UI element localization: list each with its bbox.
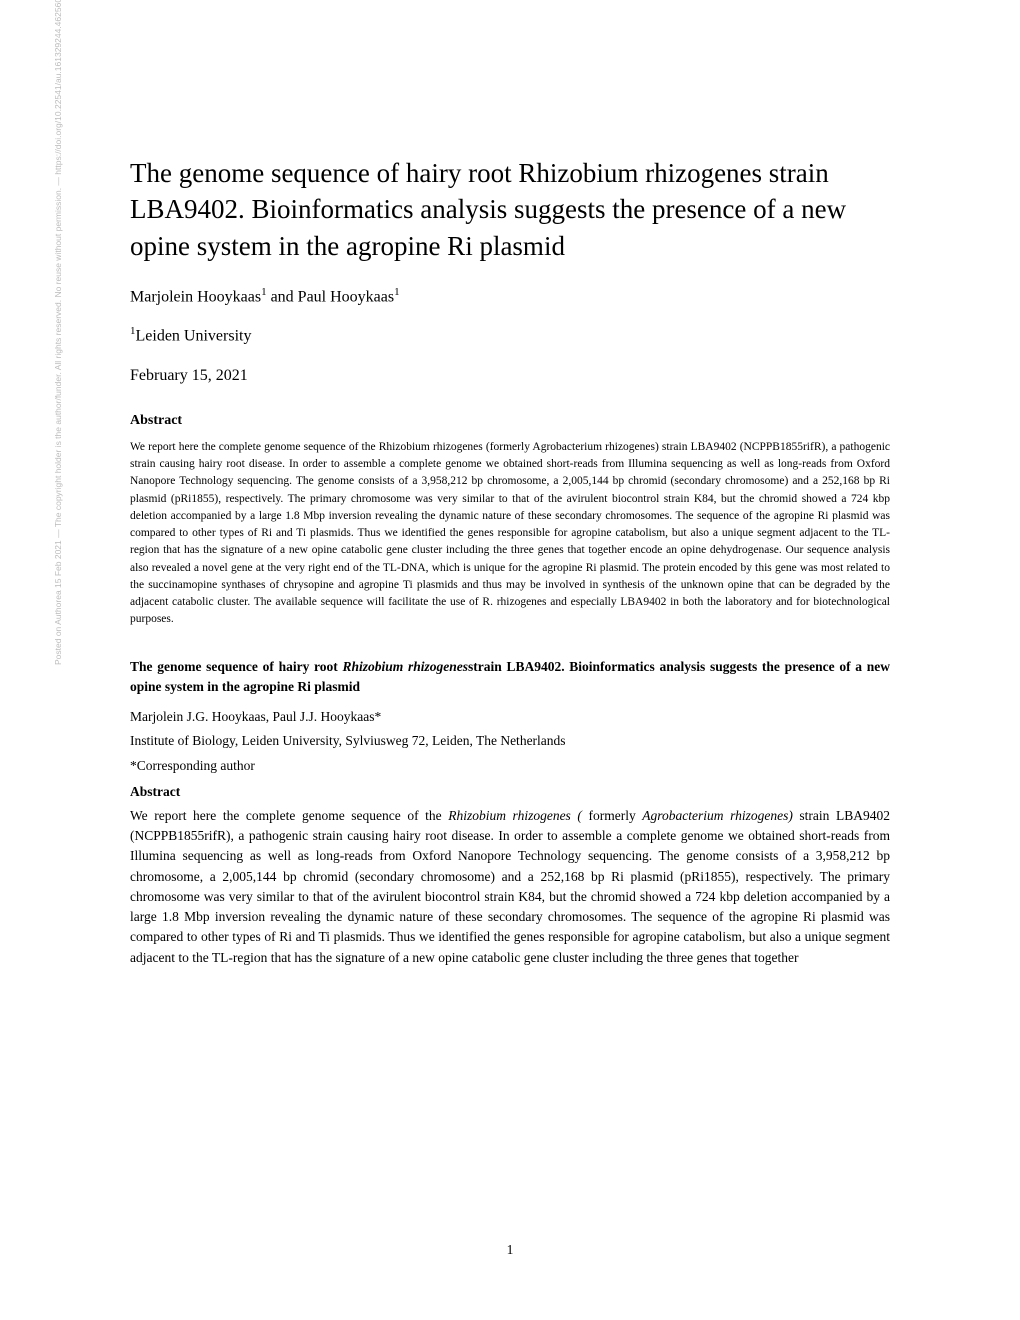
paper-content: The genome sequence of hairy root Rhizob… xyxy=(0,0,1020,968)
section-title: The genome sequence of hairy root Rhizob… xyxy=(130,657,890,698)
page-number: 1 xyxy=(507,1242,514,1258)
author-1: Marjolein Hooykaas xyxy=(130,289,261,306)
affiliation-text: Leiden University xyxy=(136,327,252,344)
abstract-body: We report here the complete genome seque… xyxy=(130,806,890,968)
body-institute: Institute of Biology, Leiden University,… xyxy=(130,731,890,751)
paper-date: February 15, 2021 xyxy=(130,367,890,385)
abstract-text-small: We report here the complete genome seque… xyxy=(130,439,890,629)
abstract-body-mid: formerly xyxy=(582,808,642,823)
author-2: and Paul Hooykaas xyxy=(267,289,395,306)
paper-title: The genome sequence of hairy root Rhizob… xyxy=(130,155,890,264)
abstract-heading-2: Abstract xyxy=(130,784,890,800)
section-title-pre: The genome sequence of hairy root xyxy=(130,659,342,674)
abstract-heading: Abstract xyxy=(130,413,890,429)
author-2-sup: 1 xyxy=(394,286,400,298)
abstract-body-italic2: Agrobacterium rhizogenes) xyxy=(642,808,793,823)
abstract-body-post: strain LBA9402 (NCPPB1855rifR), a pathog… xyxy=(130,808,890,965)
body-authors: Marjolein J.G. Hooykaas, Paul J.J. Hooyk… xyxy=(130,707,890,727)
abstract-body-italic1: Rhizobium rhizogenes ( xyxy=(448,808,582,823)
body-corresponding: *Corresponding author xyxy=(130,756,890,776)
authors-line: Marjolein Hooykaas1 and Paul Hooykaas1 xyxy=(130,286,890,306)
watermark-text: Posted on Authorea 15 Feb 2021 — The cop… xyxy=(53,0,63,665)
affiliation-line: 1Leiden University xyxy=(130,325,890,345)
abstract-body-pre: We report here the complete genome seque… xyxy=(130,808,448,823)
section-title-italic: Rhizobium rhizogenes xyxy=(342,659,468,674)
